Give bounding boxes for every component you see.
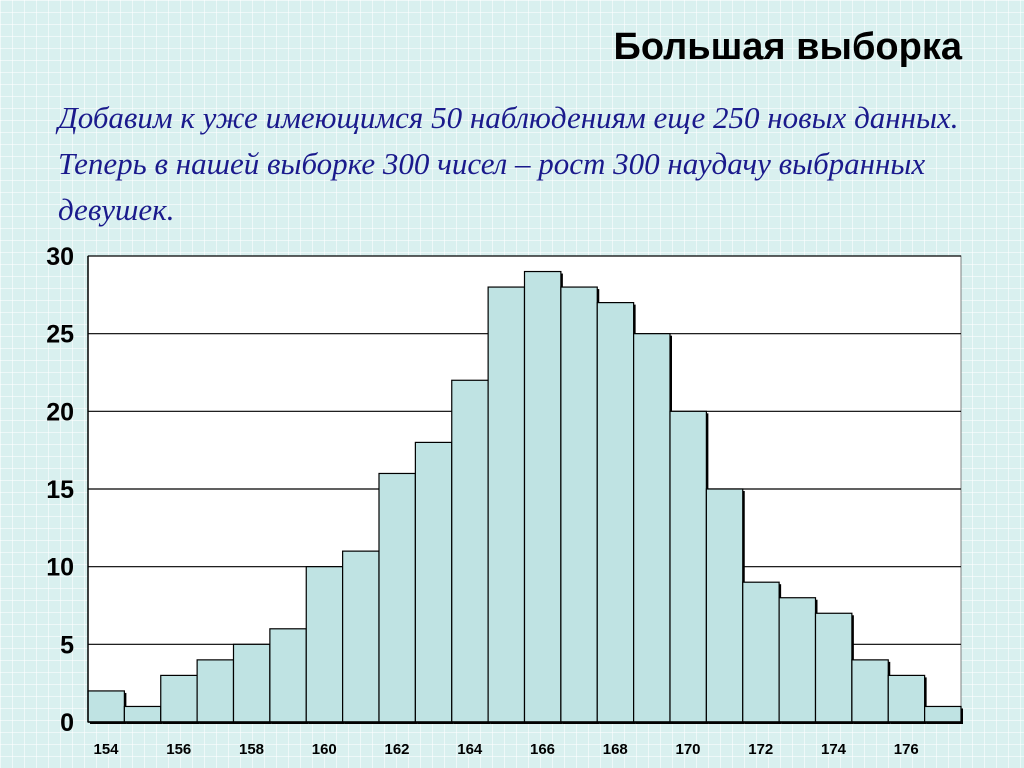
y-tick-label: 10: [46, 554, 74, 582]
y-tick-label: 20: [46, 398, 74, 426]
x-tick-label: 158: [239, 741, 264, 758]
bar: [160, 674, 198, 723]
bar: [633, 333, 671, 723]
bar: [669, 410, 707, 723]
bar: [451, 379, 489, 723]
bar: [778, 597, 817, 723]
bar: [523, 270, 562, 723]
bar: [305, 566, 344, 723]
slide-title: Большая выборка: [613, 26, 962, 68]
y-tick-label: 25: [46, 321, 74, 349]
bar: [342, 550, 380, 723]
x-tick-label: 170: [675, 741, 700, 758]
y-tick-label: 0: [60, 709, 74, 737]
bar: [414, 441, 453, 723]
bar: [814, 612, 853, 723]
x-tick-label: 164: [457, 741, 483, 758]
bar: [378, 472, 416, 723]
bar: [742, 581, 780, 723]
bar: [123, 705, 162, 723]
slide-subtitle: Добавим к уже имеющимся 50 наблюдениям е…: [58, 100, 959, 227]
bar: [87, 690, 125, 723]
x-tick-label: 176: [894, 741, 919, 758]
x-tick-label: 154: [93, 741, 119, 758]
y-tick-label: 5: [60, 631, 74, 659]
x-tick-label: 166: [530, 741, 555, 758]
x-tick-label: 172: [748, 741, 773, 758]
bar: [924, 705, 962, 723]
x-tick-label: 162: [384, 741, 409, 758]
bar: [269, 628, 307, 723]
bar: [196, 659, 235, 723]
x-tick-label: 160: [312, 741, 337, 758]
y-tick-label: 15: [46, 476, 74, 504]
bar: [887, 674, 926, 723]
bar: [705, 488, 744, 723]
bar: [487, 286, 526, 723]
x-tick-label: 156: [166, 741, 191, 758]
bar: [596, 302, 635, 723]
x-tick-label: 174: [821, 741, 847, 758]
bar: [232, 643, 271, 723]
bar: [851, 659, 889, 723]
y-tick-label: 30: [46, 243, 74, 271]
bar: [560, 286, 598, 723]
x-tick-label: 168: [603, 741, 628, 758]
